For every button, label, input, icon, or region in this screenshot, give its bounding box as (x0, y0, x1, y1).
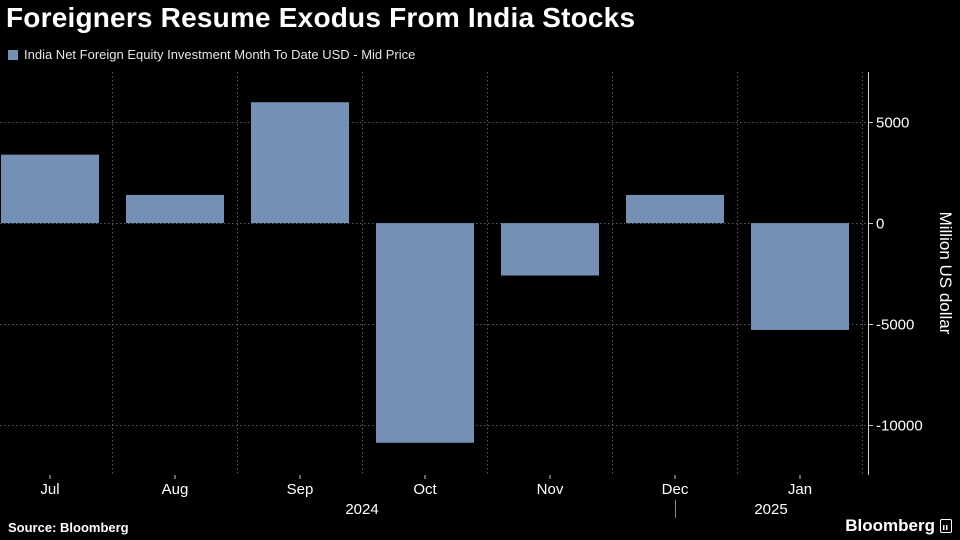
brand-logo: Bloomberg (845, 516, 952, 536)
y-tick-label: -10000 (876, 418, 923, 435)
bar-oct (376, 223, 474, 443)
bar-jan (751, 223, 849, 330)
source-note: Source: Bloomberg (8, 520, 129, 535)
y-tick-label: 5000 (876, 115, 909, 132)
x-tick-label: Sep (287, 481, 314, 498)
legend-swatch (8, 49, 18, 60)
y-tick-label: -5000 (876, 317, 914, 334)
brand-name: Bloomberg (845, 516, 935, 535)
y-axis-title: Million US dollar (936, 212, 955, 335)
x-tick-label: Nov (537, 481, 564, 498)
x-tick-label: Oct (413, 481, 437, 498)
chart-title: Foreigners Resume Exodus From India Stoc… (6, 2, 636, 33)
legend-label: India Net Foreign Equity Investment Mont… (24, 47, 416, 62)
y-tick-label: 0 (876, 216, 884, 233)
bar-jul (1, 154, 99, 224)
x-tick-label: Jan (788, 481, 812, 498)
x-tick-label: Jul (40, 481, 59, 498)
x-tick-label: Dec (662, 481, 689, 498)
bar-sep (251, 102, 349, 224)
bar-aug (126, 194, 224, 224)
x-tick-label: Aug (162, 481, 189, 498)
bar-dec (626, 194, 724, 224)
year-label-2024: 2024 (345, 501, 378, 518)
legend: India Net Foreign Equity Investment Mont… (8, 47, 415, 62)
bar-nov (501, 223, 599, 276)
bloomberg-terminal-icon (940, 519, 952, 533)
year-label-2025: 2025 (754, 501, 787, 518)
